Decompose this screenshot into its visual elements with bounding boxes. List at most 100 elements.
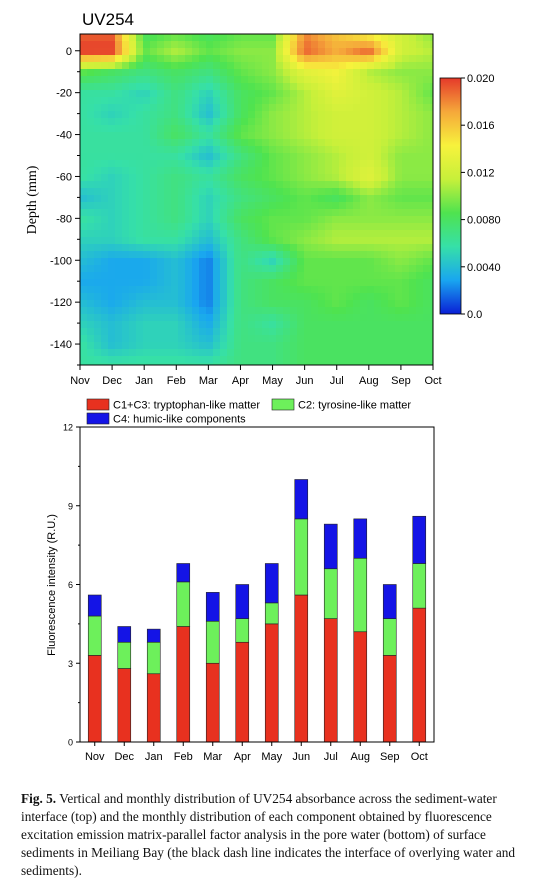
- heatmap-cell: [206, 139, 214, 147]
- heatmap-cell: [388, 321, 396, 329]
- heatmap-cell: [353, 125, 361, 133]
- heatmap-cell: [318, 139, 326, 147]
- heatmap-cell: [213, 342, 221, 350]
- heatmap-cell: [339, 69, 347, 77]
- heatmap-cell: [192, 41, 200, 49]
- heatmap-cell: [129, 125, 137, 133]
- heatmap-cell: [206, 286, 214, 294]
- heatmap-cell: [262, 328, 270, 336]
- heatmap-cell: [430, 55, 433, 63]
- heatmap-cell: [353, 244, 361, 252]
- heatmap-cell: [416, 265, 424, 273]
- bar-segment-series-1: [382, 618, 397, 656]
- heatmap-cell: [101, 279, 109, 287]
- heatmap-cell: [388, 132, 396, 140]
- heatmap-cell: [101, 216, 109, 224]
- heatmap-cell: [353, 300, 361, 308]
- heatmap-cell: [297, 118, 305, 126]
- heatmap-cell: [262, 356, 270, 364]
- heatmap-cell: [115, 160, 123, 168]
- heatmap-cell: [346, 209, 354, 217]
- heatmap-cell: [143, 153, 151, 161]
- heatmap-cell: [129, 223, 137, 231]
- heatmap-cell: [367, 174, 375, 182]
- heatmap-cell: [367, 286, 375, 294]
- heatmap-cell: [311, 342, 319, 350]
- heatmap-cell: [269, 356, 277, 364]
- heatmap-cell: [206, 125, 214, 133]
- heatmap-cell: [409, 209, 417, 217]
- heatmap-cell: [360, 62, 368, 70]
- heatmap-cell: [367, 321, 375, 329]
- bar-x-tick-label: May: [261, 751, 282, 763]
- heatmap-cell: [164, 48, 172, 56]
- heatmap-cell: [430, 34, 433, 42]
- heatmap-cell: [122, 356, 130, 364]
- heatmap-cell: [248, 90, 256, 98]
- heatmap-cell: [143, 41, 151, 49]
- heatmap-cell: [304, 293, 312, 301]
- heatmap-cell: [262, 62, 270, 70]
- heatmap-cell: [276, 265, 284, 273]
- heatmap-cell: [409, 41, 417, 49]
- heatmap-cell: [311, 55, 319, 63]
- heatmap-cell: [430, 48, 433, 56]
- heatmap-cell: [157, 265, 165, 273]
- heatmap-cell: [416, 356, 424, 364]
- heatmap-cell: [87, 34, 95, 42]
- heatmap-cell: [143, 251, 151, 259]
- heatmap-cell: [122, 34, 130, 42]
- heatmap-cell: [269, 349, 277, 357]
- heatmap-cell: [115, 167, 123, 175]
- heatmap-cell: [332, 83, 340, 91]
- heatmap-cell: [129, 321, 137, 329]
- heatmap-cell: [367, 125, 375, 133]
- heatmap-cell: [234, 363, 242, 365]
- heatmap-cell: [122, 118, 130, 126]
- heatmap-cell: [178, 139, 186, 147]
- heatmap-cell: [164, 342, 172, 350]
- heatmap-cell: [297, 104, 305, 112]
- heatmap-cell: [395, 363, 403, 365]
- heatmap-cell: [206, 230, 214, 238]
- heatmap-cell: [409, 237, 417, 245]
- heatmap-cell: [430, 223, 433, 231]
- heatmap-cell: [276, 139, 284, 147]
- heatmap-cell: [115, 188, 123, 196]
- heatmap-cell: [395, 167, 403, 175]
- heatmap-cell: [255, 202, 263, 210]
- heatmap-cell: [388, 104, 396, 112]
- heatmap-cell: [332, 300, 340, 308]
- heatmap-cell: [87, 104, 95, 112]
- heatmap-cell: [108, 111, 116, 119]
- heatmap-cell: [339, 342, 347, 350]
- heatmap-cell: [199, 230, 207, 238]
- heatmap-cell: [416, 167, 424, 175]
- heatmap-cell: [339, 230, 347, 238]
- heatmap-cell: [129, 118, 137, 126]
- heatmap-cell: [157, 321, 165, 329]
- heatmap-cell: [269, 335, 277, 343]
- heatmap-cell: [94, 342, 102, 350]
- heatmap-cell: [276, 230, 284, 238]
- heatmap-cell: [199, 174, 207, 182]
- heatmap-cell: [318, 265, 326, 273]
- heatmap-cell: [339, 293, 347, 301]
- heatmap-cell: [304, 167, 312, 175]
- heatmap-cell: [192, 216, 200, 224]
- fluorescence-bar-chart: C1+C3: tryptophan-like matter C2: tyrosin…: [46, 398, 435, 763]
- heatmap-cell: [115, 356, 123, 364]
- heatmap-cell: [297, 335, 305, 343]
- heatmap-cell: [227, 48, 235, 56]
- heatmap-cell: [311, 202, 319, 210]
- heatmap-cell: [262, 69, 270, 77]
- heatmap-cell: [136, 307, 144, 315]
- heatmap-cell: [241, 202, 249, 210]
- heatmap-cell: [143, 286, 151, 294]
- heatmap-cell: [290, 34, 298, 42]
- heatmap-cell: [339, 244, 347, 252]
- bar-segment-series-1: [146, 641, 161, 675]
- heatmap-cell: [325, 146, 333, 154]
- heatmap-x-tick-label: Dec: [102, 375, 122, 387]
- heatmap-cell: [332, 314, 340, 322]
